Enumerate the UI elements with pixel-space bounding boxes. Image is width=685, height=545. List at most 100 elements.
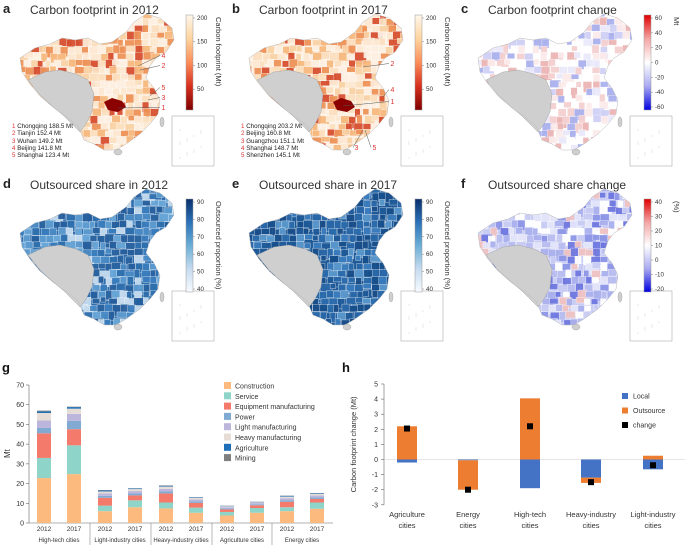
region: [499, 297, 507, 306]
bar-segment-heavy-manufacturing: [280, 496, 294, 499]
region: [249, 277, 253, 287]
region: [478, 130, 486, 138]
region: [363, 311, 374, 320]
region: [116, 123, 125, 130]
region: [516, 189, 523, 194]
region: [499, 283, 513, 295]
region: [328, 158, 340, 163]
region: [490, 14, 496, 22]
region: [249, 87, 253, 95]
bar-segment-power: [250, 504, 264, 506]
region: [615, 305, 624, 315]
group-label: Energy cities: [285, 538, 319, 544]
region: [266, 193, 278, 205]
region: [50, 24, 58, 37]
region: [84, 189, 91, 198]
region: [312, 319, 320, 325]
region: [24, 270, 33, 279]
region: [297, 31, 309, 39]
region: [363, 151, 372, 156]
region: [563, 192, 575, 199]
inset-island: [415, 327, 417, 329]
region: [582, 137, 589, 147]
south-china-sea-inset: [629, 115, 673, 167]
inset-island: [200, 146, 202, 148]
colorbar-tick-label: 10: [655, 243, 662, 250]
region: [287, 14, 299, 20]
region: [133, 136, 143, 148]
region: [253, 14, 260, 20]
category-label: Light-industry: [630, 510, 675, 519]
region: [480, 277, 487, 284]
colorbar-title: Mt: [672, 17, 681, 26]
region: [329, 283, 336, 289]
region: [269, 14, 281, 19]
region: [249, 220, 252, 227]
region: [333, 205, 345, 217]
inset-island: [408, 332, 410, 334]
region: [329, 312, 336, 323]
region: [320, 327, 329, 334]
region: [393, 263, 399, 271]
country-border: [248, 13, 404, 151]
region: [400, 32, 403, 44]
region: [585, 45, 591, 52]
region: [321, 51, 331, 60]
region: [599, 304, 612, 314]
region: [150, 136, 158, 148]
region: [23, 234, 31, 243]
region: [578, 159, 584, 168]
region: [304, 25, 311, 36]
region: [326, 32, 338, 45]
category-label: cities: [582, 521, 599, 530]
region: [591, 143, 598, 150]
map-title: Carbon footprint in 2012: [30, 3, 159, 17]
top-cities-list: 1 Chongqing 203.2 Mt 2 Beijing 160.8 Mt 3 …: [241, 123, 304, 159]
legend-swatch: [224, 454, 231, 462]
region: [515, 136, 525, 142]
region: [303, 66, 315, 75]
region: [629, 88, 632, 96]
region: [108, 310, 115, 321]
region: [340, 17, 351, 29]
region: [275, 207, 282, 216]
region: [488, 192, 495, 205]
region: [172, 45, 174, 54]
region: [397, 189, 403, 192]
region: [135, 319, 145, 325]
x-tick-label: 2012: [37, 526, 52, 533]
region: [478, 88, 486, 97]
region: [393, 249, 402, 259]
region: [370, 129, 383, 137]
region: [249, 298, 251, 309]
region: [474, 159, 486, 171]
region: [504, 129, 515, 138]
top-city-item: 5 Shenzhen 145.1 Mt: [241, 152, 304, 159]
y-axis-label: Carbon footprint change (Mt): [349, 396, 358, 492]
region: [177, 186, 187, 198]
region: [23, 94, 33, 106]
inset-island: [179, 332, 181, 334]
region: [38, 17, 44, 24]
region: [176, 25, 183, 36]
region: [478, 319, 486, 325]
region: [125, 52, 135, 61]
region: [547, 233, 556, 242]
colorbar-tick-label: 50: [197, 269, 204, 276]
region: [599, 17, 608, 26]
region: [575, 14, 584, 23]
region: [377, 219, 385, 230]
region: [294, 38, 305, 47]
region: [392, 276, 402, 284]
region: [249, 207, 256, 218]
region: [290, 333, 299, 340]
region: [615, 319, 626, 325]
inset-island: [644, 154, 646, 156]
region: [548, 72, 556, 79]
region: [633, 109, 640, 115]
region: [397, 108, 403, 117]
region: [482, 38, 488, 47]
region: [478, 31, 482, 39]
region: [629, 249, 632, 257]
colorbar: [414, 198, 423, 293]
